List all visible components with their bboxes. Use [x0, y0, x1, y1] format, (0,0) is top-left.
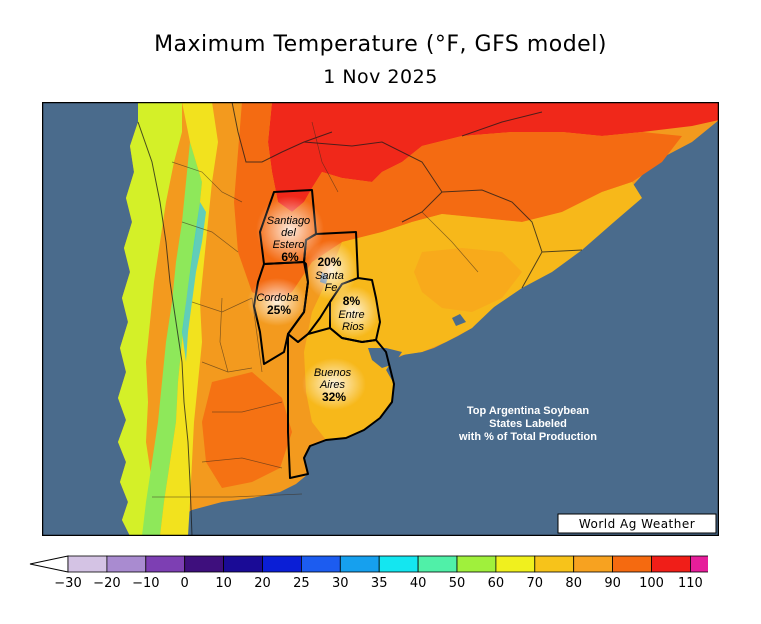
legend-tick-label: 30 — [332, 576, 349, 591]
legend-swatch — [146, 556, 185, 572]
santa-fe-line2: Fe — [325, 282, 338, 294]
santa-fe-line1: Santa — [315, 270, 344, 282]
buenos-aires-percent: 32% — [322, 390, 346, 404]
legend-tick-label: 80 — [565, 576, 582, 591]
legend-swatch — [690, 556, 708, 572]
legend-swatch — [68, 556, 107, 572]
legend-swatch — [496, 556, 535, 572]
legend-swatch — [301, 556, 340, 572]
legend-tick-label: 100 — [639, 576, 664, 591]
legend-tick-label: 90 — [604, 576, 621, 591]
legend-tick-label: 110 — [678, 576, 703, 591]
legend-min-arrow — [30, 556, 68, 572]
color-scale-legend: −30 −20 −10 0 10 20 25 30 35 40 50 60 70 80 90 100 110 — [28, 552, 708, 592]
legend-tick-label: 60 — [488, 576, 505, 591]
legend-tick-label: 50 — [449, 576, 466, 591]
legend-swatch — [107, 556, 146, 572]
santiago-del-estero-line1: Santiago — [267, 215, 310, 227]
legend-swatch — [340, 556, 379, 572]
note-line-3: with % of Total Production — [458, 431, 597, 443]
legend-swatch — [185, 556, 224, 572]
santiago-del-estero-line2: del — [281, 227, 296, 239]
legend-tick-label: −10 — [132, 576, 159, 591]
legend-swatch — [457, 556, 496, 572]
buenos-aires-line1: Buenos — [314, 367, 352, 379]
legend-swatch — [574, 556, 613, 572]
entre-rios-percent: 8% — [343, 294, 361, 308]
temperature-map: Santiago del Estero 6% 20% Santa Fe Cord… — [42, 102, 719, 536]
santa-fe-percent: 20% — [317, 255, 341, 269]
legend-swatch — [613, 556, 652, 572]
legend-tick-label: 0 — [181, 576, 189, 591]
chart-title: Maximum Temperature (°F, GFS model) — [0, 32, 761, 57]
cordoba-percent: 25% — [267, 303, 291, 317]
entre-rios-line2: Rios — [342, 321, 365, 333]
legend-swatch — [418, 556, 457, 572]
legend-tick-label: 20 — [254, 576, 271, 591]
legend-tick-label: 25 — [293, 576, 310, 591]
legend-swatch — [535, 556, 574, 572]
legend-tick-label: −20 — [93, 576, 120, 591]
chart-date: 1 Nov 2025 — [0, 66, 761, 88]
note-line-1: Top Argentina Soybean — [467, 405, 590, 417]
legend-tick-label: 35 — [371, 576, 388, 591]
legend-tick-label: −30 — [54, 576, 81, 591]
santiago-del-estero-percent: 6% — [281, 250, 299, 264]
legend-swatch — [224, 556, 263, 572]
credit-text: World Ag Weather — [579, 517, 695, 531]
legend-tick-label: 70 — [527, 576, 544, 591]
legend-tick-label: 10 — [215, 576, 232, 591]
legend-swatch — [379, 556, 418, 572]
note-line-2: States Labeled — [489, 418, 567, 430]
entre-rios-line1: Entre — [338, 309, 364, 321]
legend-swatch — [263, 556, 302, 572]
legend-swatch — [652, 556, 691, 572]
legend-tick-label: 40 — [410, 576, 427, 591]
